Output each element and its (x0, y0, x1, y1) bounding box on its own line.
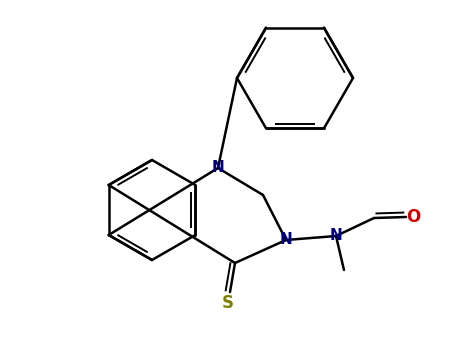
Text: N: N (212, 161, 224, 175)
Text: O: O (406, 208, 420, 226)
Text: N: N (329, 229, 342, 244)
Text: N: N (280, 232, 293, 247)
Text: S: S (222, 294, 234, 312)
